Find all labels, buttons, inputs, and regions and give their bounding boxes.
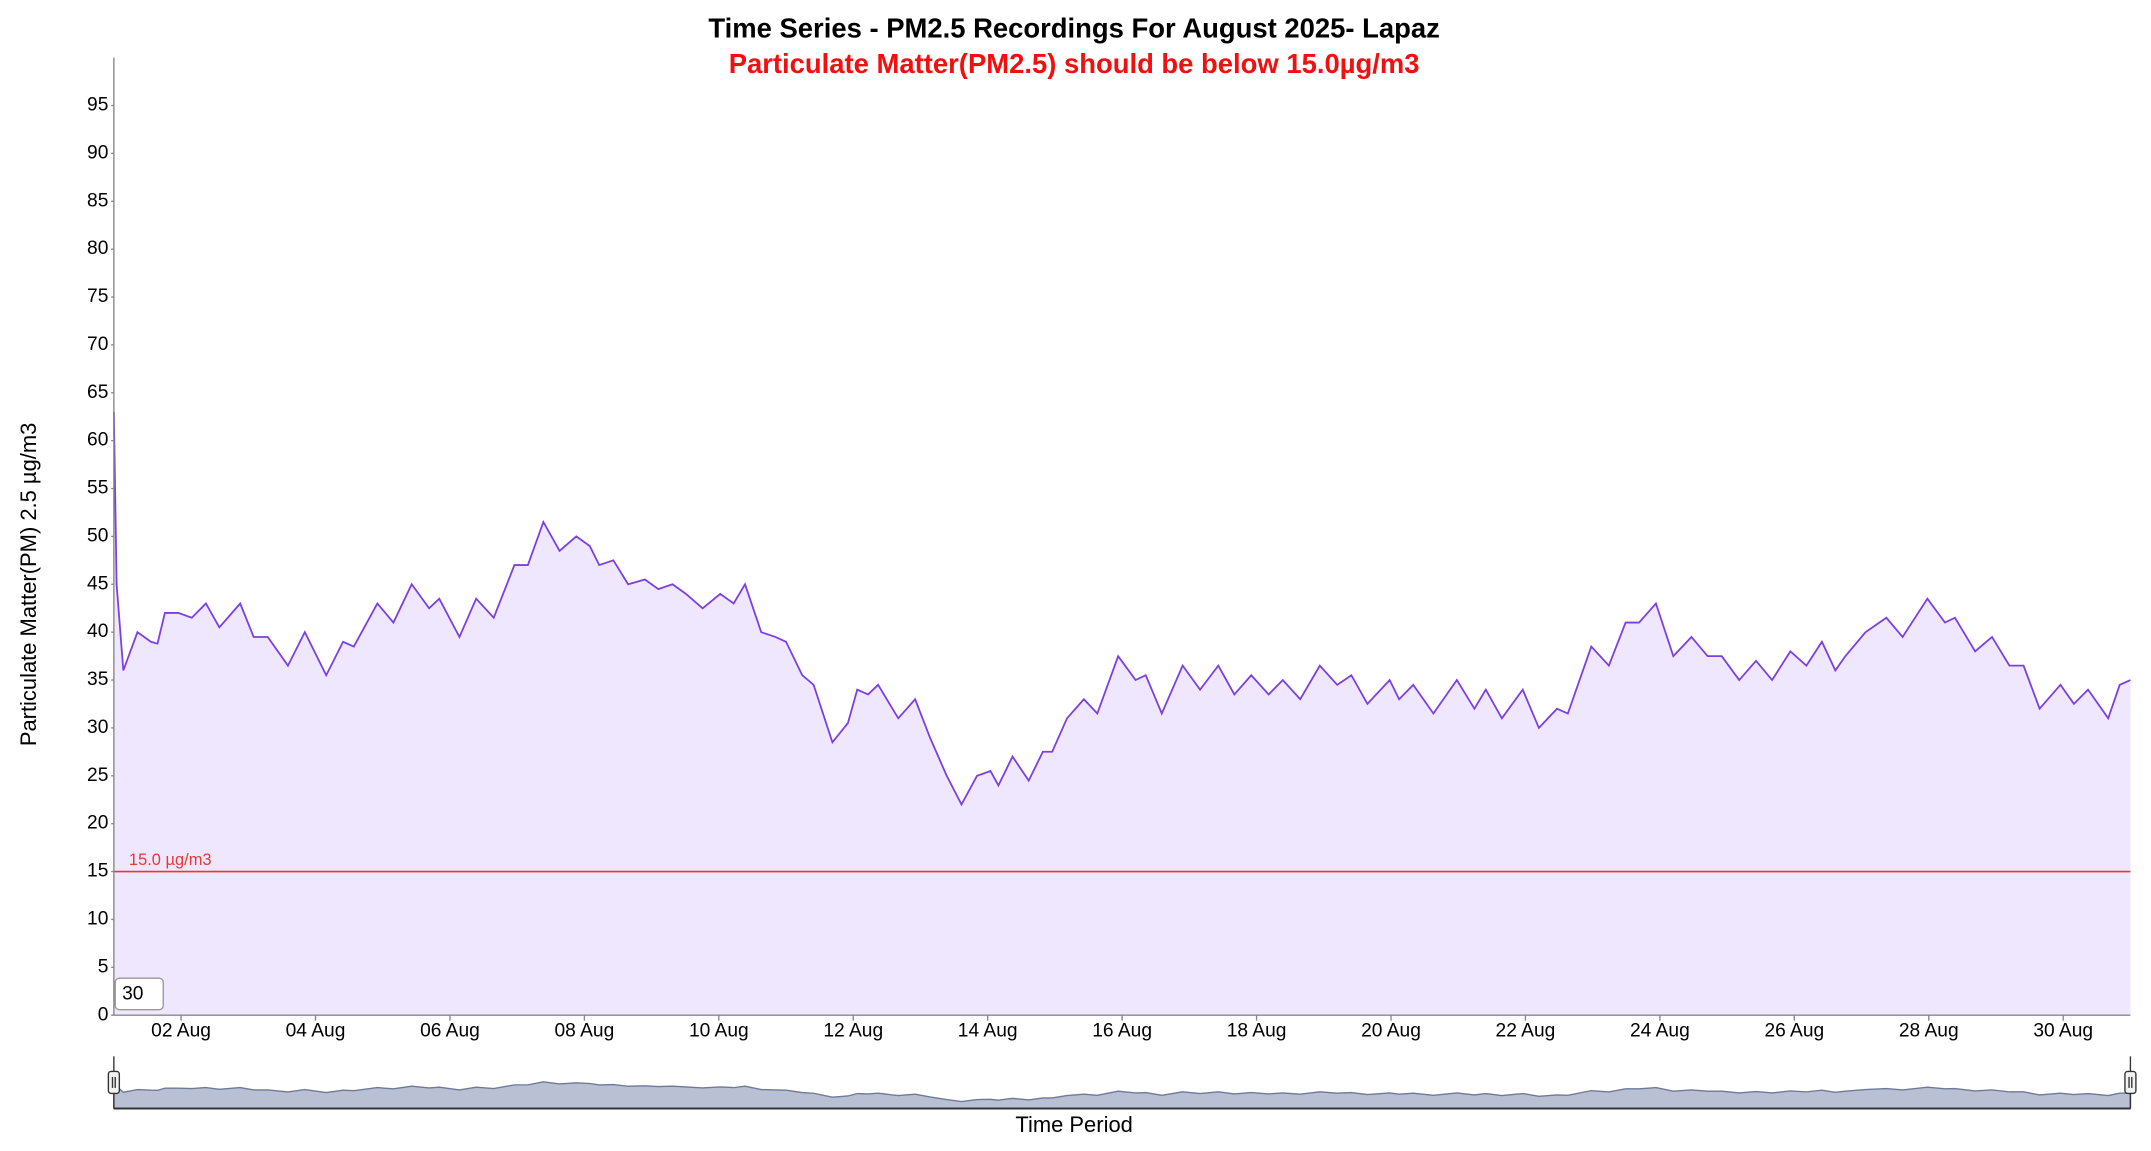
zoom-input-text[interactable]: 30 [122,984,143,1005]
y-tick-label: 20 [87,813,108,834]
y-tick-label: 50 [87,525,108,546]
x-tick-label: 26 Aug [1764,1021,1824,1042]
y-tick-label: 75 [87,286,108,307]
y-tick-label: 30 [87,717,108,738]
y-tick-label: 65 [87,382,108,403]
x-tick-label: 02 Aug [151,1021,211,1042]
x-axis-label: Time Period [1015,1112,1132,1137]
navigator-handle[interactable] [2124,1070,2137,1095]
y-tick-label: 90 [87,142,108,163]
y-tick-label: 55 [87,478,108,499]
chart-title: Time Series - PM2.5 Recordings For Augus… [708,12,1439,43]
x-tick-label: 12 Aug [823,1021,883,1042]
x-tick-label: 06 Aug [420,1021,480,1042]
y-tick-label: 10 [87,909,108,930]
x-tick-label: 30 Aug [2033,1021,2093,1042]
y-tick-label: 60 [87,430,108,451]
x-tick-label: 22 Aug [1496,1021,1556,1042]
y-tick-label: 80 [87,238,108,259]
plot-area: 0 5 10 15 20 25 30 35 40 45 50 55 60 65 70 75 80 85 90 95 02… [87,57,2131,1042]
threshold-label: 15.0 µg/m3 [129,851,212,869]
navigator-area [113,1074,2132,1110]
y-axis-label: Particulate Matter(PM) 2.5 µg/m3 [16,423,41,747]
y-tick-label: 25 [87,765,108,786]
x-tick-label: 24 Aug [1630,1021,1690,1042]
x-tick-label: 04 Aug [286,1021,346,1042]
y-tick-label: 70 [87,334,108,355]
navigator[interactable] [107,1056,2137,1110]
y-tick-label: 35 [87,669,108,690]
chart-subtitle: Particulate Matter(PM2.5) should be belo… [729,48,1420,79]
x-tick-label: 14 Aug [958,1021,1018,1042]
navigator-handle[interactable] [107,1070,121,1095]
y-tick-label: 5 [98,956,109,977]
y-tick-label: 45 [87,573,108,594]
x-tick-label: 08 Aug [555,1021,615,1042]
y-tick-label: 40 [87,621,108,642]
y-tick-label: 0 [98,1004,109,1025]
x-tick-label: 10 Aug [689,1021,749,1042]
zoom-input[interactable] [114,977,164,1011]
y-tick-label: 85 [87,190,108,211]
x-tick-label: 16 Aug [1092,1021,1152,1042]
line [112,411,2131,807]
x-tick-label: 18 Aug [1227,1021,1287,1042]
x-tick-label: 20 Aug [1361,1021,1421,1042]
x-tick-label: 28 Aug [1899,1021,1959,1042]
y-tick-label: 15 [87,861,108,882]
area-fill [113,411,2131,1016]
y-tick-label: 95 [87,95,108,116]
